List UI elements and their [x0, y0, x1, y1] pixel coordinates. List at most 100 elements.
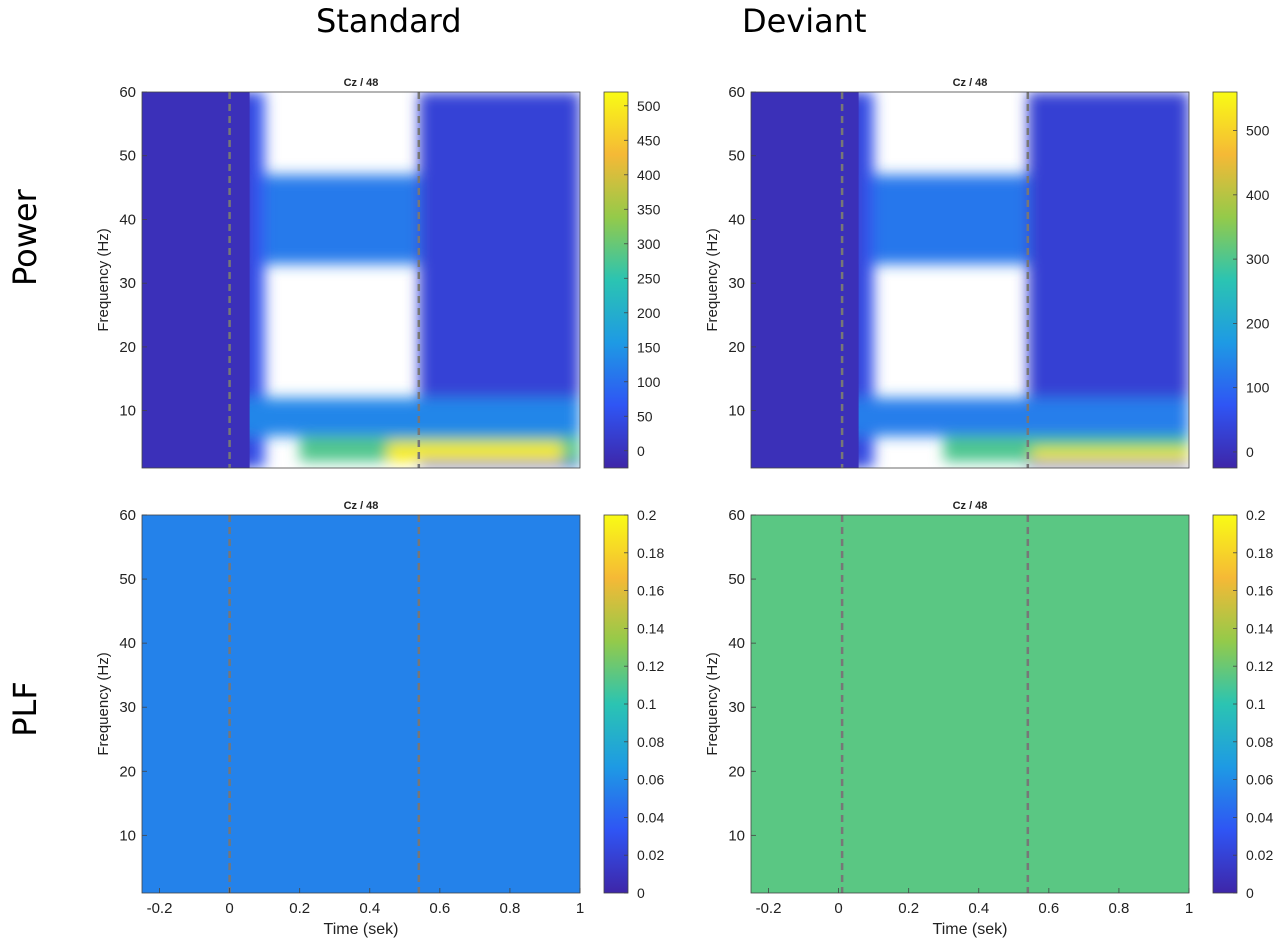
- heatmap-cell: [229, 397, 580, 437]
- plot-frame: [141, 514, 581, 894]
- plot-frame: [141, 91, 581, 469]
- colorbar-gradient: [1212, 91, 1238, 469]
- colorbar: 0 50 100 150 200 250 300 350 400 450 500: [603, 91, 661, 469]
- colorbar-tick-label: 0.02: [1246, 847, 1273, 863]
- colorbar-tick-label: 200: [637, 305, 661, 321]
- y-tick-label: 50: [119, 148, 136, 165]
- y-tick-label: 40: [119, 211, 136, 228]
- colorbar-tick-label: 0: [1246, 885, 1254, 901]
- y-axis-label: Frequency (Hz): [95, 652, 112, 755]
- heatmap-cell: [142, 515, 580, 893]
- chart-power-deviant: Cz / 48 10 20 30 40 50 60 Frequency (Hz) 0 100 200…: [704, 77, 1270, 469]
- colorbar: 0 0.02 0.04 0.06 0.08 0.1 0.12 0.14 0.16 0.18 0.2: [603, 507, 664, 901]
- x-axis-label: Time (sek): [324, 921, 399, 938]
- y-tick-label: 20: [728, 763, 745, 780]
- colorbar-tick-label: 0.04: [637, 809, 664, 825]
- y-tick-label: 40: [728, 211, 745, 228]
- y-tick-label: 40: [728, 635, 745, 652]
- x-axis-label: Time (sek): [933, 921, 1008, 938]
- plot-title: Cz / 48: [953, 77, 988, 89]
- heatmap-cell: [264, 174, 419, 265]
- colorbar-tick-label: 400: [1246, 187, 1270, 203]
- colorbar-tick-label: 0.08: [1246, 734, 1273, 750]
- colorbar-tick-label: 0.08: [637, 734, 664, 750]
- colorbar-tick-label: 0: [637, 885, 645, 901]
- colorbar-tick-label: 0.02: [637, 847, 664, 863]
- colorbar-tick-label: 0.18: [637, 545, 664, 561]
- colorbar-tick-label: 150: [637, 339, 661, 355]
- y-tick-label: 20: [119, 339, 136, 356]
- colorbar-tick-label: 0.1: [637, 696, 657, 712]
- y-tick-label: 10: [119, 403, 136, 420]
- y-tick-label: 10: [728, 827, 745, 844]
- colorbar-tick-label: 200: [1246, 315, 1270, 331]
- colorbar-tick-label: 0.2: [1246, 507, 1266, 523]
- colorbar-tick-label: 500: [637, 98, 661, 114]
- colorbar-tick-label: 0.14: [637, 620, 664, 636]
- y-tick-label: 50: [119, 571, 136, 588]
- heatmap-cell: [387, 442, 563, 462]
- y-tick-label: 10: [119, 827, 136, 844]
- x-tick-label: 0: [225, 900, 233, 917]
- x-tick-label: 0.2: [289, 900, 310, 917]
- column-header-deviant: Deviant: [742, 2, 867, 40]
- heatmap: [751, 515, 1189, 893]
- chart-power-standard: Cz / 48 10 20 30 40 50 60 Frequency (Hz) 0 50 100 1…: [95, 77, 661, 469]
- heatmap-cell: [859, 92, 874, 468]
- heatmap-cell: [250, 92, 265, 468]
- colorbar-tick-label: 0.1: [1246, 696, 1266, 712]
- colorbar-tick-label: 0: [1246, 444, 1254, 460]
- y-tick-label: 30: [728, 699, 745, 716]
- x-tick-label: 0.4: [359, 900, 380, 917]
- colorbar-tick-label: 50: [637, 408, 653, 424]
- colorbar-tick-label: 250: [637, 270, 661, 286]
- colorbar-tick-label: 0.18: [1246, 545, 1273, 561]
- colorbar-tick-label: 0.16: [637, 583, 664, 599]
- x-tick-label: 0.4: [968, 900, 989, 917]
- plot-frame: [750, 514, 1190, 894]
- colorbar-tick-label: 0: [637, 443, 645, 459]
- column-header-standard: Standard: [316, 2, 462, 40]
- colorbar: 0 100 200 300 400 500: [1212, 91, 1270, 469]
- heatmap-cell: [751, 515, 1189, 893]
- y-tick-label: 20: [119, 763, 136, 780]
- colorbar-tick-label: 350: [637, 201, 661, 217]
- heatmap: [142, 515, 580, 893]
- x-tick-label: 0.8: [499, 900, 520, 917]
- colorbar-tick-label: 0.16: [1246, 583, 1273, 599]
- x-tick-label: -0.2: [147, 900, 173, 917]
- y-tick-label: 40: [119, 635, 136, 652]
- y-tick-label: 60: [728, 507, 745, 524]
- y-tick-label: 30: [119, 275, 136, 292]
- colorbar-tick-label: 0.06: [637, 772, 664, 788]
- colorbar-gradient: [603, 91, 629, 469]
- x-tick-label: 0.6: [429, 900, 450, 917]
- heatmap: [751, 92, 1189, 468]
- x-tick-label: 1: [1185, 900, 1193, 917]
- y-tick-label: 60: [119, 507, 136, 524]
- heatmap-cell: [751, 92, 859, 468]
- colorbar-tick-label: 500: [1246, 123, 1270, 139]
- colorbar-tick-label: 0.06: [1246, 772, 1273, 788]
- colorbar-tick-label: 400: [637, 167, 661, 183]
- x-tick-label: 0: [834, 900, 842, 917]
- heatmap-cell: [873, 174, 1028, 265]
- colorbar-tick-label: 0.2: [637, 507, 657, 523]
- heatmap-cell: [1031, 448, 1189, 462]
- y-axis-label: Frequency (Hz): [704, 652, 721, 755]
- colorbar-tick-label: 0.12: [1246, 658, 1273, 674]
- colorbar: 0 0.02 0.04 0.06 0.08 0.1 0.12 0.14 0.16 0.18 0.2: [1212, 507, 1273, 901]
- plot-title: Cz / 48: [953, 500, 988, 512]
- x-tick-label: -0.2: [756, 900, 782, 917]
- x-tick-label: 1: [576, 900, 584, 917]
- plot-title: Cz / 48: [344, 500, 379, 512]
- colorbar-tick-label: 100: [637, 374, 661, 390]
- heatmap-cell: [838, 397, 1189, 437]
- y-tick-label: 50: [728, 571, 745, 588]
- y-tick-label: 20: [728, 339, 745, 356]
- y-axis-label: Frequency (Hz): [704, 228, 721, 331]
- y-tick-label: 60: [728, 84, 745, 101]
